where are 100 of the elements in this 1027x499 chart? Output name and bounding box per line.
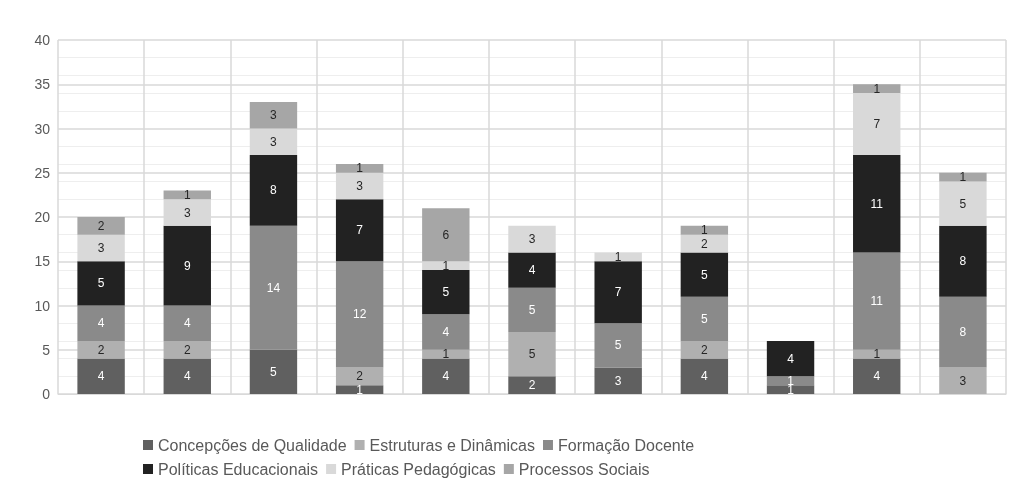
data-label: 7 — [356, 223, 364, 238]
bar — [508, 287, 556, 333]
bar — [939, 172, 987, 182]
bar — [77, 217, 125, 235]
bar — [422, 208, 470, 262]
bar — [422, 358, 470, 394]
data-label: 7 — [873, 117, 881, 132]
bar — [77, 358, 125, 394]
legend-label: Concepções de Qualidade — [158, 436, 347, 454]
data-label: 3 — [183, 205, 191, 220]
bar — [853, 349, 901, 359]
data-label: 3 — [270, 108, 278, 123]
data-label: 1 — [356, 161, 364, 176]
bar — [766, 376, 815, 386]
data-label: 4 — [97, 369, 105, 384]
data-label: 4 — [787, 351, 795, 366]
bar — [422, 270, 470, 315]
data-label: 5 — [528, 347, 536, 362]
data-label: 2 — [356, 369, 364, 384]
bar — [680, 234, 729, 253]
bar — [335, 385, 384, 394]
y-tick-label: 35 — [34, 76, 51, 93]
data-label: 3 — [97, 240, 105, 255]
bar — [939, 367, 987, 394]
bar — [766, 385, 815, 394]
bar — [422, 314, 470, 350]
bar — [77, 305, 125, 341]
bar — [939, 225, 987, 297]
bar — [508, 225, 556, 253]
data-label: 4 — [701, 369, 709, 384]
bar — [594, 323, 642, 368]
bar — [508, 252, 556, 288]
data-label: 1 — [873, 81, 881, 96]
bar — [77, 340, 125, 359]
data-label: 2 — [701, 342, 709, 357]
bar — [77, 234, 125, 262]
bar — [594, 261, 642, 324]
data-label: 1 — [442, 347, 450, 362]
data-label: 3 — [528, 232, 536, 247]
y-tick-label: 5 — [42, 341, 51, 358]
bar — [853, 252, 901, 350]
data-label: 11 — [870, 196, 884, 211]
data-label: 5 — [270, 364, 278, 379]
bar — [335, 367, 384, 386]
bar — [163, 340, 211, 359]
bar — [163, 225, 211, 306]
legend-label: Práticas Pedagógicas — [341, 460, 496, 478]
data-label: 9 — [183, 258, 191, 273]
bar — [335, 261, 384, 368]
bar — [853, 84, 901, 94]
data-label: 1 — [442, 258, 450, 273]
bar — [853, 358, 901, 394]
data-label: 5 — [97, 276, 105, 291]
data-label: 5 — [959, 196, 967, 211]
data-label: 6 — [442, 227, 450, 242]
bar — [508, 376, 556, 394]
data-label: 4 — [442, 325, 450, 340]
y-tick-label: 0 — [42, 386, 51, 402]
data-label: 8 — [270, 183, 278, 198]
bar — [594, 367, 642, 394]
data-label: 4 — [97, 316, 105, 331]
data-label: 7 — [614, 285, 622, 300]
bar — [249, 349, 298, 394]
data-label: 1 — [959, 170, 967, 185]
bar — [335, 163, 384, 173]
data-label: 5 — [442, 285, 450, 300]
data-label: 3 — [270, 134, 278, 149]
y-tick-label: 20 — [34, 209, 51, 225]
bar — [77, 261, 125, 306]
bar — [680, 296, 729, 341]
bar — [766, 340, 815, 377]
data-label: 2 — [701, 236, 709, 251]
bar — [163, 305, 211, 341]
data-label: 3 — [614, 373, 622, 388]
data-label: 5 — [614, 338, 622, 353]
bar — [680, 225, 729, 235]
legend-label: Estruturas e Dinâmicas — [369, 436, 535, 454]
legend-label: Políticas Educacionais — [158, 460, 319, 478]
data-label: 5 — [528, 302, 536, 317]
data-label: 5 — [701, 267, 709, 282]
bar — [163, 358, 211, 394]
bar — [249, 101, 298, 129]
bar — [508, 332, 556, 377]
bar — [249, 225, 298, 350]
data-label: 3 — [356, 179, 364, 194]
data-label: 4 — [442, 369, 450, 384]
y-tick-label: 40 — [34, 32, 51, 48]
y-tick-label: 15 — [34, 253, 51, 270]
bar — [163, 190, 211, 200]
data-label: 1 — [873, 347, 881, 362]
legend-label: Processos Sociais — [518, 460, 650, 478]
data-label: 4 — [528, 263, 536, 278]
bar — [680, 340, 729, 359]
bar — [422, 349, 470, 359]
bar — [853, 155, 901, 253]
y-tick-label: 30 — [34, 120, 51, 137]
data-label: 4 — [183, 369, 191, 384]
bar — [594, 252, 642, 262]
data-label: 1 — [701, 223, 709, 238]
data-label: 1 — [183, 187, 191, 202]
